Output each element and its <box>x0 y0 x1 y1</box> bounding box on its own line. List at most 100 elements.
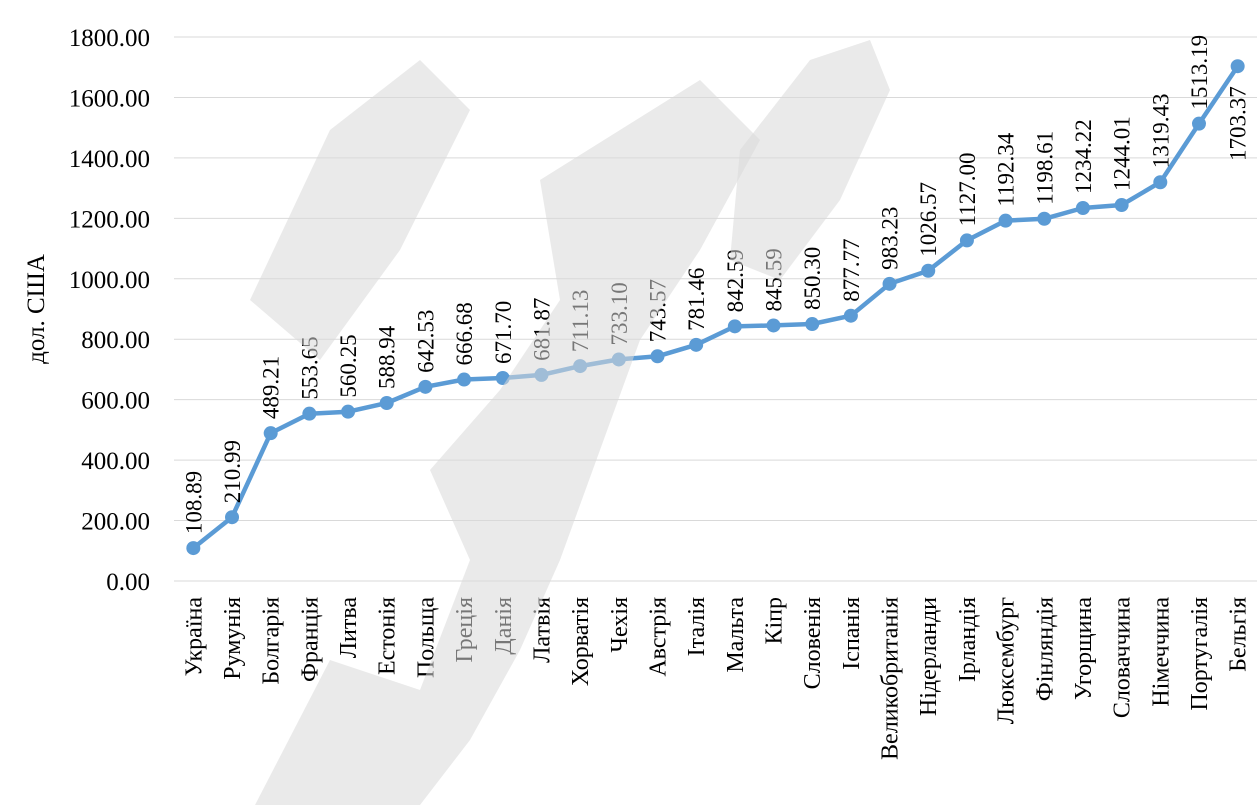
data-point <box>534 367 549 382</box>
data-label: 671.70 <box>491 301 516 364</box>
y-tick-label: 0.00 <box>106 569 150 596</box>
data-label: 781.46 <box>684 268 709 331</box>
data-point <box>1191 116 1206 131</box>
x-tick-label: Литва <box>336 597 362 659</box>
data-point <box>766 318 781 333</box>
data-label: 711.13 <box>568 290 593 352</box>
data-point <box>1153 175 1168 190</box>
data-point <box>418 379 433 394</box>
data-point <box>689 337 704 352</box>
data-point <box>998 213 1013 228</box>
data-point <box>611 352 626 367</box>
x-tick-label: Італія <box>684 597 710 656</box>
data-label: 743.57 <box>645 279 670 342</box>
data-point <box>263 426 278 441</box>
data-label: 1198.61 <box>1032 131 1057 205</box>
data-label: 553.65 <box>297 336 322 399</box>
x-tick-label: Данія <box>491 597 517 655</box>
data-point <box>341 404 356 419</box>
x-tick-label: Хорватія <box>568 597 594 686</box>
data-label: 588.94 <box>375 325 400 389</box>
data-point <box>225 510 240 525</box>
data-label: 850.30 <box>800 247 825 310</box>
x-tick-label: Ірландія <box>955 597 981 682</box>
x-tick-label: Греція <box>452 597 478 663</box>
x-tick-label: Україна <box>181 597 207 677</box>
data-point <box>457 372 472 387</box>
x-tick-label: Німеччина <box>1148 597 1174 707</box>
y-tick-label: 1000.00 <box>69 267 150 294</box>
x-tick-label: Фінляндія <box>1032 597 1058 701</box>
y-tick-label: 200.00 <box>81 509 150 536</box>
y-tick-label: 1400.00 <box>69 146 150 173</box>
x-tick-label: Угорщина <box>1071 597 1097 700</box>
data-labels: 108.89 210.99 489.21 553.65 560.25 588.94 642.… <box>181 35 1250 534</box>
x-tick-label: Люксембург <box>994 597 1020 724</box>
data-point <box>805 317 820 332</box>
x-tick-label: Чехія <box>607 597 633 653</box>
data-label: 1234.22 <box>1071 119 1096 194</box>
data-point <box>1114 198 1129 213</box>
x-tick-label: Португалія <box>1187 597 1213 711</box>
data-label: 560.25 <box>336 334 361 397</box>
data-label: 1192.34 <box>994 132 1019 206</box>
x-tick-label: Нідерланди <box>916 597 942 716</box>
data-point <box>573 359 588 374</box>
y-tick-label: 1200.00 <box>69 206 150 233</box>
data-point <box>959 233 974 248</box>
x-tick-label: Бельгія <box>1226 597 1252 672</box>
x-tick-label: Іспанія <box>839 597 865 670</box>
x-tick-label: Латвія <box>529 597 555 663</box>
data-point <box>186 541 201 556</box>
data-point <box>302 406 317 421</box>
data-point <box>650 349 665 364</box>
data-label: 1026.57 <box>916 182 941 257</box>
data-label: 1703.37 <box>1226 86 1251 161</box>
data-point <box>843 308 858 323</box>
data-label: 983.23 <box>878 207 903 270</box>
y-tick-label: 400.00 <box>81 448 150 475</box>
y-axis-tick-labels: 0.00 200.00 400.00 600.00 800.00 1000.00 1200.… <box>69 25 150 596</box>
watermark <box>250 40 890 805</box>
x-tick-label: Румунія <box>220 597 246 680</box>
data-point <box>1075 200 1090 215</box>
data-label: 108.89 <box>181 471 206 534</box>
x-tick-label: Мальта <box>723 597 749 673</box>
data-label: 1127.00 <box>955 152 980 226</box>
gridlines <box>174 36 1257 582</box>
y-tick-label: 1800.00 <box>69 25 150 52</box>
data-label: 210.99 <box>220 440 245 503</box>
x-tick-label: Польща <box>413 597 439 678</box>
data-label: 845.59 <box>762 248 787 311</box>
data-label: 842.59 <box>723 249 748 312</box>
data-label: 1244.01 <box>1110 116 1135 191</box>
data-label: 681.87 <box>529 298 554 361</box>
data-point <box>379 396 394 411</box>
data-point <box>727 319 742 334</box>
x-tick-label: Словенія <box>800 597 826 689</box>
data-label: 489.21 <box>259 356 284 419</box>
data-label: 666.68 <box>452 302 477 365</box>
data-point <box>1230 59 1245 74</box>
x-tick-label: Франція <box>297 597 323 682</box>
y-axis-title: дол. США <box>23 254 50 364</box>
data-point <box>882 276 897 291</box>
data-point <box>921 263 936 278</box>
x-tick-label: Австрія <box>645 597 671 677</box>
x-axis-category-labels: Україна Румунія Болгарія Франція Литва Естоні… <box>181 597 1251 760</box>
x-tick-label: Болгарія <box>259 597 285 685</box>
y-tick-label: 600.00 <box>81 388 150 415</box>
data-label: 1319.43 <box>1148 93 1173 168</box>
data-label: 877.77 <box>839 238 864 301</box>
data-point <box>495 370 510 385</box>
data-label: 1513.19 <box>1187 35 1212 110</box>
x-tick-label: Словаччина <box>1110 597 1136 719</box>
data-label: 733.10 <box>607 282 632 345</box>
y-tick-label: 1600.00 <box>69 85 150 112</box>
y-tick-label: 800.00 <box>81 327 150 354</box>
data-label: 642.53 <box>413 310 438 373</box>
x-tick-label: Кіпр <box>762 597 788 645</box>
x-tick-label: Естонія <box>375 597 401 675</box>
data-point <box>1037 211 1052 226</box>
